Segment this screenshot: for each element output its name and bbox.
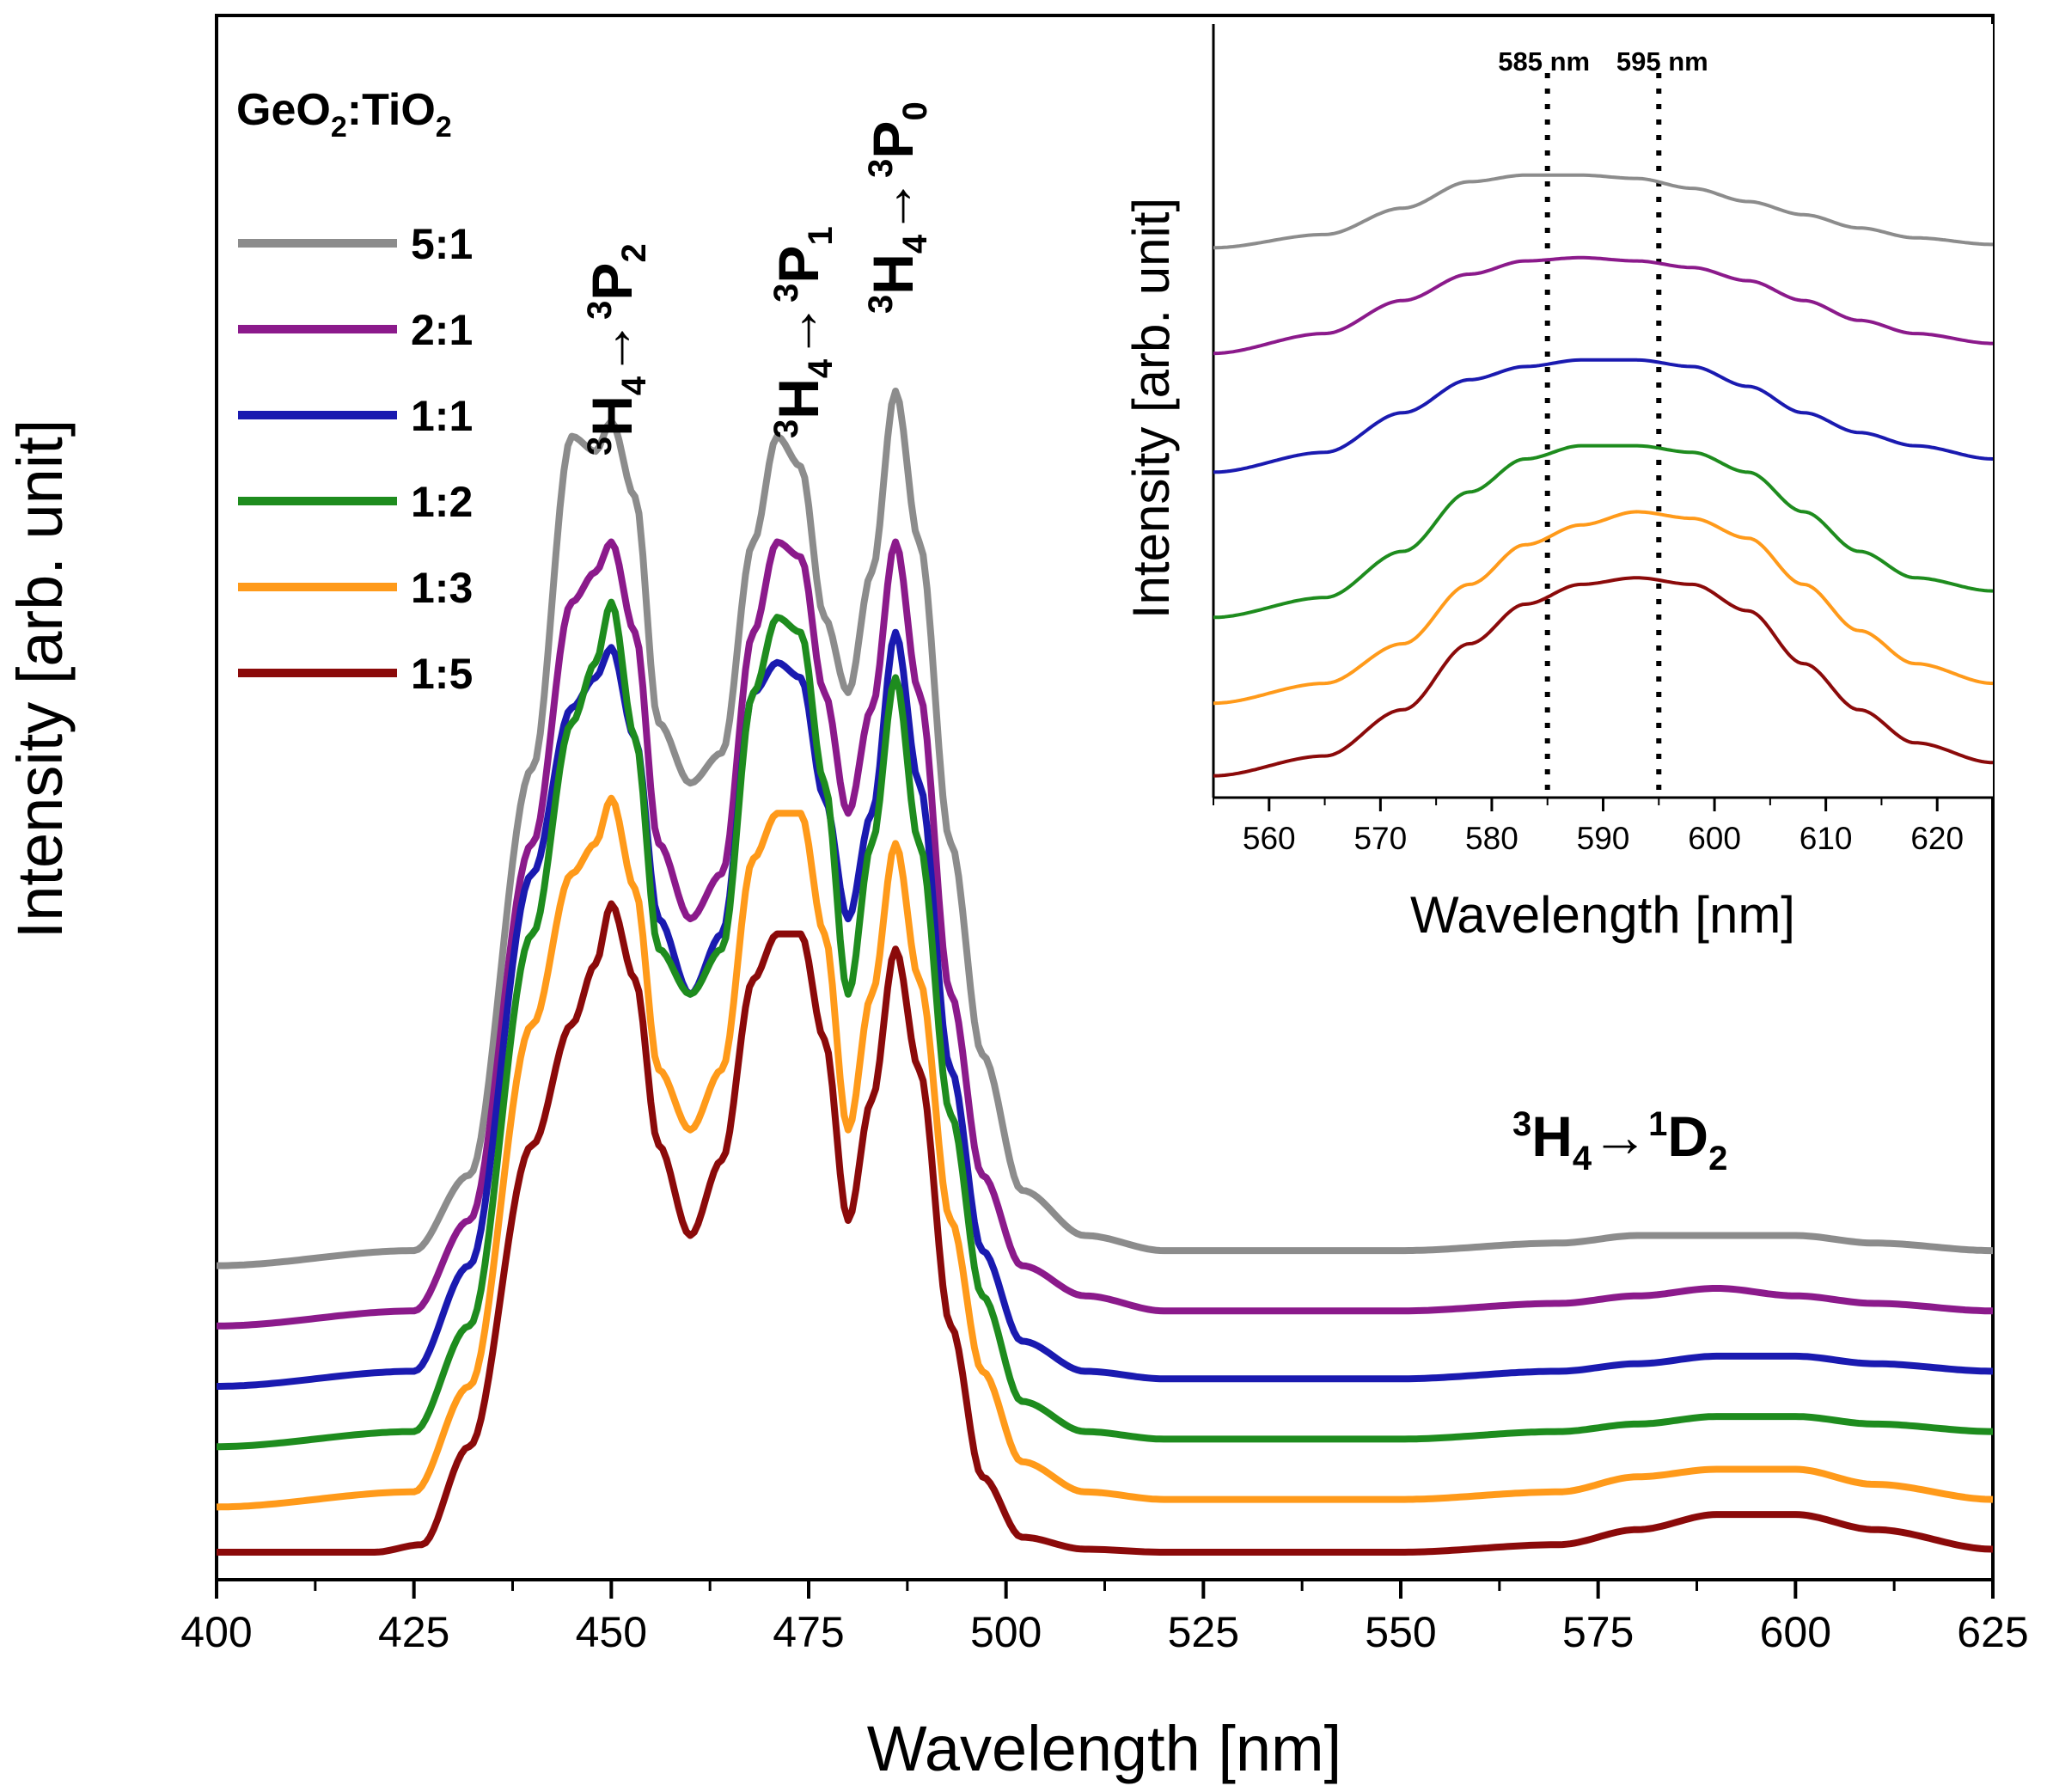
legend-label-1-5: 1:5 xyxy=(411,650,473,698)
inset-marker-label-595: 595 nm xyxy=(1616,46,1708,76)
inset-x-tick-label-560: 560 xyxy=(1243,821,1296,856)
series-line-1-3 xyxy=(216,794,1994,1511)
x-tick-label-625: 625 xyxy=(1957,1608,2028,1656)
inset-marker-label-585: 585 nm xyxy=(1498,46,1590,76)
x-tick-label-575: 575 xyxy=(1562,1608,1634,1656)
legend-label-2-1: 2:1 xyxy=(411,306,473,354)
x-tick-label-400: 400 xyxy=(180,1608,252,1656)
x-tick-label-600: 600 xyxy=(1760,1608,1831,1656)
series-line-1-1 xyxy=(217,628,1994,1390)
inset-markers: 585 nm 595 nm xyxy=(1498,46,1708,798)
annotation-p1-label: 3H4→3P1 xyxy=(767,226,840,438)
inset-series-line-1-3 xyxy=(1213,510,1994,706)
annotation-p2: 3H4→3P2 xyxy=(580,243,653,456)
inset-series-line-2-1 xyxy=(1213,255,1993,356)
inset-x-tick-label-580: 580 xyxy=(1465,821,1518,856)
x-tick-label-425: 425 xyxy=(378,1608,449,1656)
inset: 560 570 580 590 600 610 620 585 nm 595 nm Wavel… xyxy=(1122,24,1994,944)
inset-background xyxy=(1213,24,1993,798)
inset-y-axis-title: Intensity [arb. unit] xyxy=(1122,198,1180,619)
inset-x-tick-label-600: 600 xyxy=(1688,821,1741,856)
main-x-ticks: 400 425 450 475 500 525 550 575 600 625 xyxy=(180,1580,2029,1656)
legend-label-1-3: 1:3 xyxy=(411,564,473,612)
inset-x-axis-title: Wavelength [nm] xyxy=(1410,886,1795,944)
main-series-group xyxy=(216,388,1994,1556)
legend-label-1-2: 1:2 xyxy=(411,478,473,526)
annotation-p1: 3H4→3P1 xyxy=(767,226,840,438)
x-tick-label-500: 500 xyxy=(970,1608,1042,1656)
inset-series-group xyxy=(1213,173,1994,778)
legend: GeO2:TiO2 5:1 2:1 1:1 1:2 1:3 1:5 xyxy=(236,85,473,698)
inset-x-ticks: 560 570 580 590 600 610 620 xyxy=(1213,798,1964,856)
x-tick-label-550: 550 xyxy=(1365,1608,1436,1656)
annotation-d2-label: 3H4→1D2 xyxy=(1512,1104,1727,1177)
x-tick-label-450: 450 xyxy=(576,1608,647,1656)
annotation-p2-label: 3H4→3P2 xyxy=(580,243,653,456)
series-line-2-1 xyxy=(217,538,1994,1330)
annotation-d2: 3H4→1D2 xyxy=(1512,1104,1727,1177)
y-axis-title: Intensity [arb. unit] xyxy=(4,419,76,939)
inset-x-tick-label-610: 610 xyxy=(1800,821,1853,856)
x-tick-label-525: 525 xyxy=(1168,1608,1239,1656)
annotation-p0-label: 3H4→3P0 xyxy=(861,101,934,314)
x-tick-label-475: 475 xyxy=(773,1608,844,1656)
inset-series-line-5-1 xyxy=(1213,173,1993,250)
inset-series-line-1-2 xyxy=(1213,443,1994,620)
inset-x-tick-label-620: 620 xyxy=(1910,821,1964,856)
inset-series-line-1-5 xyxy=(1213,576,1994,778)
x-axis-title: Wavelength [nm] xyxy=(867,1713,1342,1784)
legend-label-5-1: 5:1 xyxy=(411,220,473,268)
inset-series-line-1-1 xyxy=(1213,358,1994,474)
annotation-p0: 3H4→3P0 xyxy=(861,101,934,314)
series-line-5-1 xyxy=(217,388,1993,1269)
legend-title: GeO2:TiO2 xyxy=(236,85,452,144)
series-line-1-5 xyxy=(217,900,1994,1556)
inset-x-tick-label-590: 590 xyxy=(1577,821,1630,856)
series-line-1-2 xyxy=(217,598,1993,1451)
inset-x-tick-label-570: 570 xyxy=(1353,821,1407,856)
legend-label-1-1: 1:1 xyxy=(411,392,473,440)
